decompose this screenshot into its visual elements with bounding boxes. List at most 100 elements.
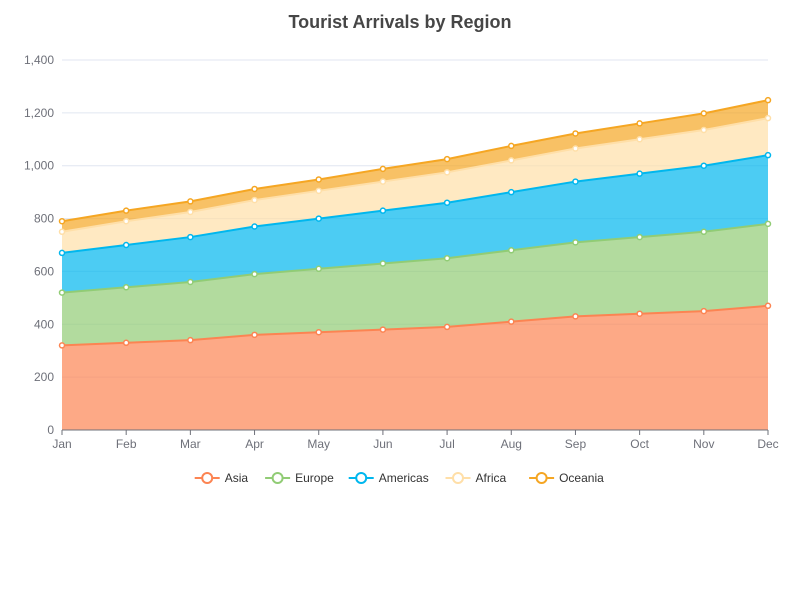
y-tick-label: 200: [34, 370, 54, 384]
point-asia[interactable]: [443, 323, 451, 331]
line-asia: [61, 304, 769, 347]
point-asia[interactable]: [764, 302, 772, 310]
point-oceania[interactable]: [187, 198, 194, 205]
x-tick-label: Dec: [757, 437, 778, 451]
legend-item-americas[interactable]: Americas: [348, 471, 429, 485]
point-europe[interactable]: [251, 270, 258, 278]
point-oceania[interactable]: [379, 165, 387, 173]
x-tick-label: Apr: [245, 437, 264, 451]
line-oceania: [61, 99, 769, 223]
legend-item-africa[interactable]: Africa: [445, 471, 507, 485]
point-africa[interactable]: [379, 178, 387, 185]
series-lines: [61, 99, 769, 347]
point-americas[interactable]: [636, 170, 643, 177]
point-oceania[interactable]: [251, 185, 258, 193]
legend-marker-americas: [355, 472, 368, 484]
point-europe[interactable]: [122, 284, 130, 291]
x-tick-label: Feb: [116, 437, 137, 451]
area-series: [62, 100, 768, 430]
legend-label-americas: Americas: [379, 471, 429, 485]
point-americas[interactable]: [315, 215, 322, 222]
point-africa[interactable]: [187, 208, 194, 216]
point-africa[interactable]: [122, 217, 130, 225]
y-tick-label: 600: [34, 264, 54, 278]
point-oceania[interactable]: [700, 110, 708, 117]
point-africa[interactable]: [572, 145, 579, 152]
series-points: [58, 96, 772, 349]
chart-title: Tourist Arrivals by Region: [288, 12, 511, 32]
point-africa[interactable]: [251, 196, 258, 204]
point-americas[interactable]: [508, 188, 515, 196]
point-americas[interactable]: [251, 223, 258, 230]
point-africa[interactable]: [315, 187, 322, 195]
point-americas[interactable]: [187, 233, 194, 241]
point-americas[interactable]: [58, 249, 66, 257]
point-asia[interactable]: [379, 326, 387, 333]
legend-item-asia[interactable]: Asia: [194, 471, 249, 485]
point-americas[interactable]: [700, 162, 708, 169]
legend-marker-asia: [201, 472, 214, 484]
point-asia[interactable]: [700, 307, 708, 315]
area-africa: [62, 118, 768, 253]
point-oceania[interactable]: [122, 207, 130, 214]
point-oceania[interactable]: [764, 96, 772, 104]
legend-marker-africa: [452, 472, 464, 484]
point-asia[interactable]: [122, 339, 130, 347]
legend-label-africa: Africa: [476, 471, 507, 485]
legend[interactable]: Asia Europe Americas Africa Oceania: [194, 471, 604, 485]
point-oceania[interactable]: [636, 120, 643, 127]
point-americas[interactable]: [572, 178, 579, 185]
point-oceania[interactable]: [443, 155, 451, 163]
point-oceania[interactable]: [58, 217, 66, 225]
point-europe[interactable]: [58, 289, 66, 296]
legend-item-oceania[interactable]: Oceania: [529, 471, 604, 485]
point-americas[interactable]: [122, 241, 130, 249]
x-tick-label: Mar: [180, 437, 201, 451]
point-asia[interactable]: [187, 336, 194, 344]
x-tick-label: Nov: [693, 437, 714, 451]
point-oceania[interactable]: [572, 130, 579, 137]
point-europe[interactable]: [636, 233, 643, 241]
point-africa[interactable]: [508, 157, 515, 164]
point-africa[interactable]: [636, 136, 643, 143]
point-asia[interactable]: [508, 318, 515, 325]
point-americas[interactable]: [379, 207, 387, 214]
point-africa[interactable]: [58, 228, 66, 236]
point-americas[interactable]: [443, 199, 451, 206]
point-europe[interactable]: [315, 265, 322, 273]
point-europe[interactable]: [764, 220, 772, 228]
point-europe[interactable]: [379, 260, 387, 267]
line-europe: [61, 222, 769, 294]
legend-label-oceania: Oceania: [559, 471, 604, 485]
legend-label-asia: Asia: [225, 471, 249, 485]
point-asia[interactable]: [58, 342, 66, 349]
point-oceania[interactable]: [508, 142, 515, 150]
point-oceania[interactable]: [315, 176, 322, 183]
y-tick-label: 400: [34, 317, 54, 331]
point-europe[interactable]: [187, 278, 194, 286]
x-tick-label: Jun: [373, 437, 392, 451]
line-africa: [61, 117, 769, 233]
point-africa[interactable]: [764, 114, 772, 122]
point-europe[interactable]: [572, 239, 579, 246]
point-asia[interactable]: [636, 310, 643, 317]
legend-marker-europe: [271, 472, 284, 484]
point-europe[interactable]: [508, 247, 515, 254]
y-tick-label: 800: [34, 212, 54, 226]
point-asia[interactable]: [315, 328, 322, 336]
area-oceania: [62, 100, 768, 232]
legend-marker-oceania: [535, 472, 548, 484]
point-europe[interactable]: [443, 254, 451, 262]
legend-item-europe[interactable]: Europe: [265, 471, 334, 485]
point-europe[interactable]: [700, 228, 708, 236]
point-asia[interactable]: [251, 331, 258, 339]
point-americas[interactable]: [764, 151, 772, 159]
point-africa[interactable]: [700, 126, 708, 134]
point-asia[interactable]: [572, 313, 579, 320]
y-tick-label: 0: [47, 423, 54, 437]
x-tick-label: Aug: [501, 437, 522, 451]
line-americas: [61, 154, 769, 254]
x-tick-label: Oct: [630, 437, 649, 451]
point-africa[interactable]: [443, 169, 451, 176]
